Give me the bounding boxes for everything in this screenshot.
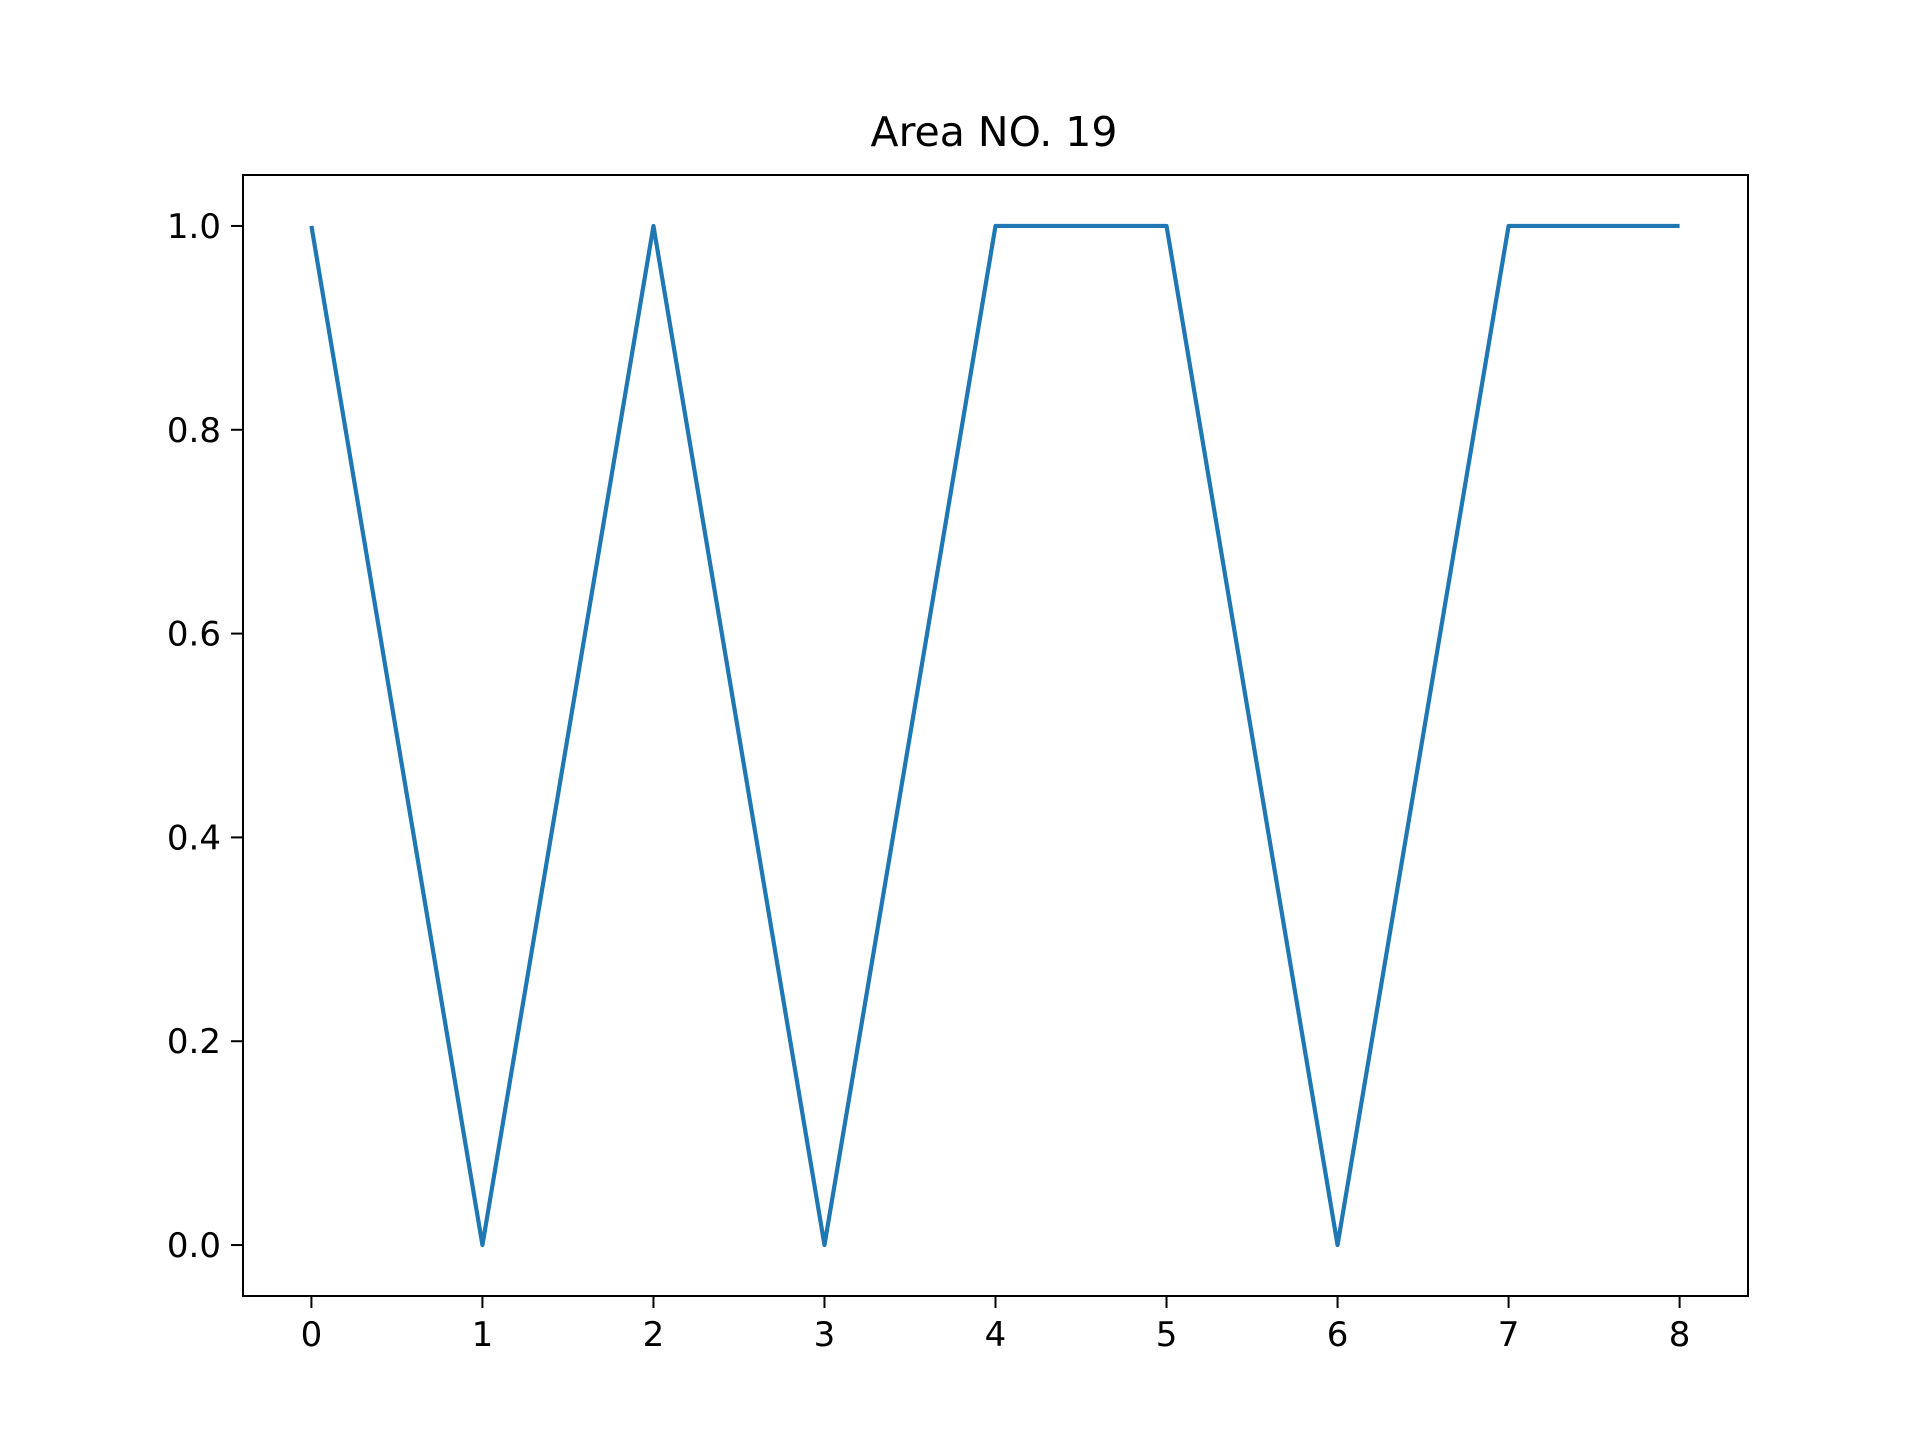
x-axis: 0 1 2 3 4 5 6 7 8	[301, 1296, 1691, 1355]
y-tick-label-4: 0.8	[167, 411, 221, 451]
x-tick-label-3: 3	[814, 1315, 836, 1355]
y-tick-label-5: 1.0	[167, 207, 221, 247]
x-tick-label-5: 5	[1156, 1315, 1178, 1355]
chart-title: Area NO. 19	[871, 108, 1118, 156]
y-tick-label-0: 0.0	[167, 1226, 221, 1266]
y-tick-label-1: 0.2	[167, 1022, 221, 1062]
x-tick-label-0: 0	[301, 1315, 323, 1355]
y-axis: 0.0 0.2 0.4 0.6 0.8 1.0	[167, 207, 243, 1266]
series-line-0	[309, 223, 1680, 1248]
y-tick-label-3: 0.6	[167, 615, 221, 655]
x-tick-label-6: 6	[1327, 1315, 1349, 1355]
x-tick-label-8: 8	[1669, 1315, 1691, 1355]
x-tick-label-4: 4	[985, 1315, 1007, 1355]
x-tick-label-7: 7	[1498, 1315, 1520, 1355]
x-tick-label-2: 2	[643, 1315, 665, 1355]
y-tick-label-2: 0.4	[167, 818, 221, 858]
x-tick-label-1: 1	[472, 1315, 494, 1355]
series-layer	[309, 223, 1680, 1248]
